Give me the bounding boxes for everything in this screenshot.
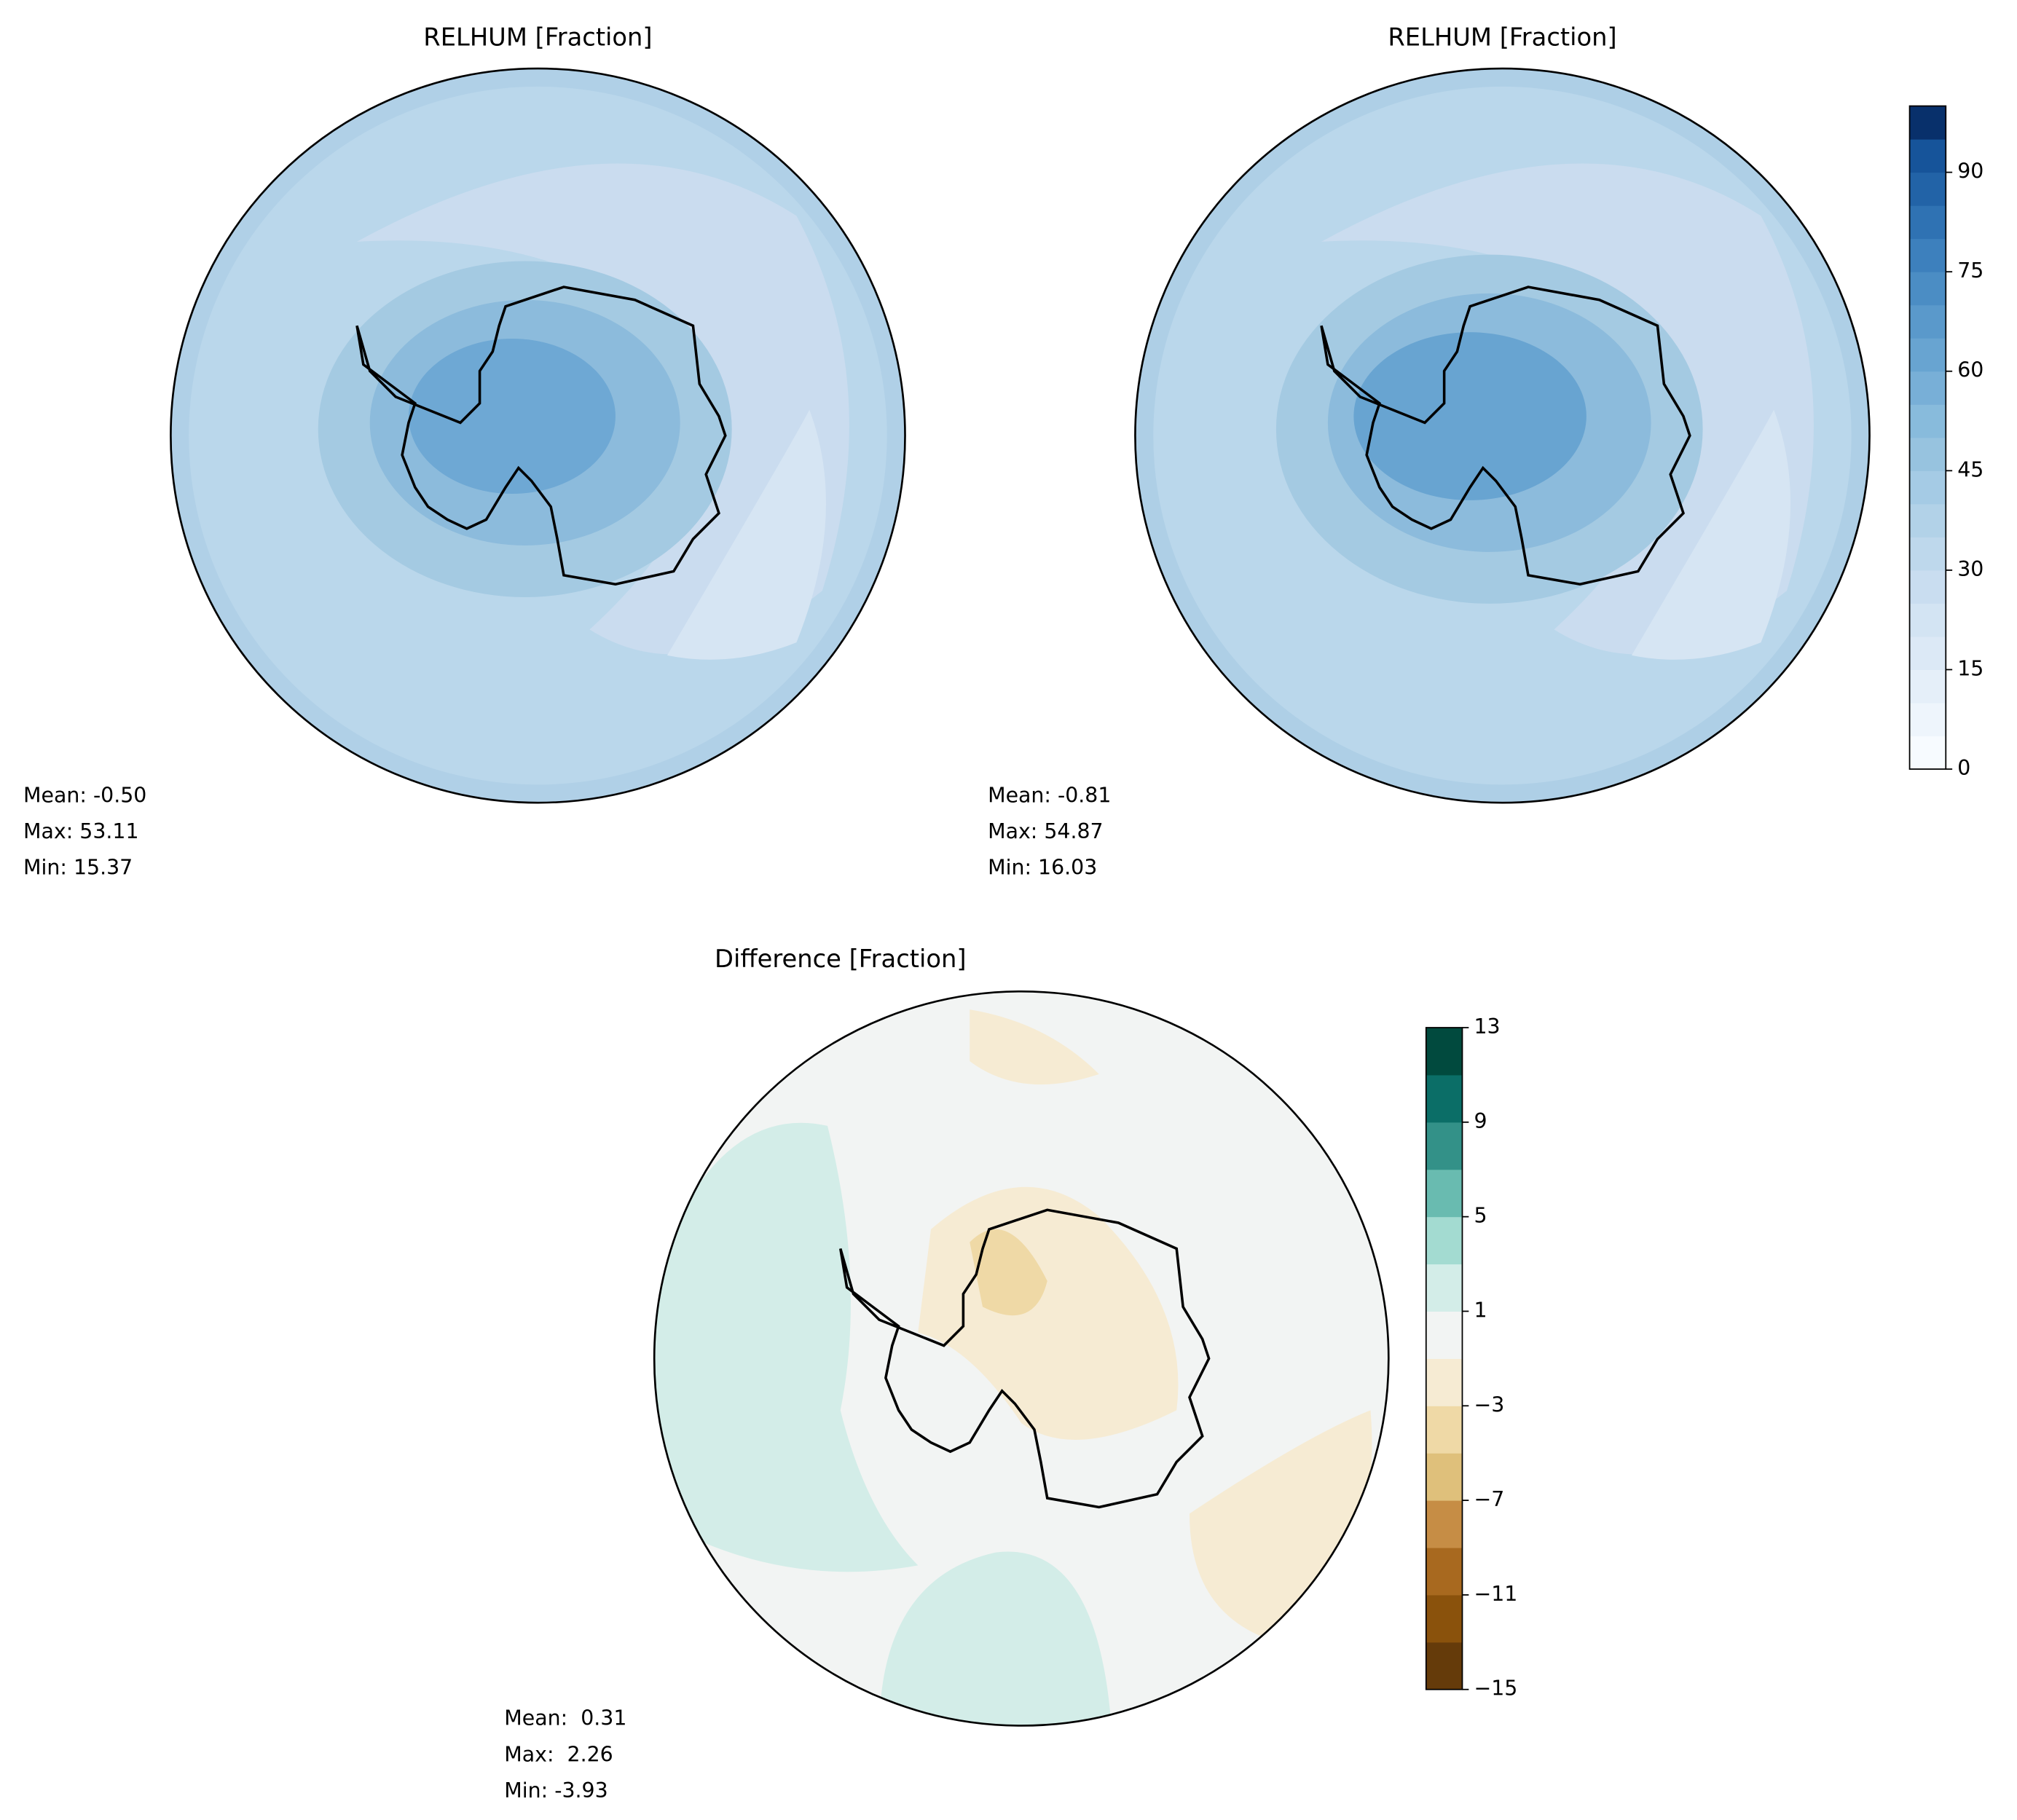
- colorbar-band: [1909, 470, 1946, 505]
- colorbar-band: [1909, 205, 1946, 240]
- colorbar-band: [1426, 1500, 1463, 1548]
- colorbar-tick-label: 5: [1474, 1204, 1487, 1228]
- colorbar-tick-label: 9: [1474, 1109, 1487, 1133]
- stat-label: Min: 16.03: [988, 856, 1097, 880]
- colorbar-band: [1909, 272, 1946, 306]
- colorbar-band: [1426, 1216, 1463, 1265]
- colorbar-tick-label: 15: [1957, 656, 1983, 680]
- colorbar-tick-label: −11: [1474, 1582, 1517, 1606]
- colorbar-band: [1426, 1264, 1463, 1312]
- colorbar-band: [1909, 238, 1946, 272]
- chart-title: RELHUM [Fraction]: [1388, 23, 1616, 52]
- chart-title: Difference [Fraction]: [715, 945, 966, 973]
- stat-label: Max: 54.87: [988, 819, 1103, 843]
- colorbar-band: [1426, 1122, 1463, 1170]
- colorbar-tick-label: 13: [1474, 1015, 1500, 1039]
- colorbar-band: [1426, 1028, 1463, 1076]
- stat-label: Min: 15.37: [23, 856, 133, 880]
- colorbar-band: [1426, 1358, 1463, 1406]
- stat-label: Max: 2.26: [504, 1742, 613, 1766]
- colorbar-band: [1426, 1169, 1463, 1218]
- stat-label: Min: -3.93: [504, 1778, 608, 1803]
- stat-label: Mean: 0.31: [504, 1706, 626, 1730]
- colorbar-band: [1909, 338, 1946, 372]
- colorbar-tick-label: −3: [1474, 1392, 1504, 1417]
- colorbar-band: [1909, 172, 1946, 206]
- colorbar-band: [1426, 1406, 1463, 1454]
- colorbar-band: [1909, 669, 1946, 704]
- colorbar-band: [1909, 106, 1946, 140]
- colorbar-band: [1426, 1594, 1463, 1643]
- colorbar-band: [1909, 503, 1946, 537]
- colorbar-band: [1426, 1074, 1463, 1123]
- colorbar-tick-label: 60: [1957, 358, 1983, 382]
- colorbar-tick-label: −15: [1474, 1677, 1517, 1701]
- colorbar-tick-label: 90: [1957, 159, 1983, 184]
- stat-label: Mean: -0.50: [23, 783, 146, 807]
- chart-title: RELHUM [Fraction]: [423, 23, 652, 52]
- colorbar-band: [1909, 404, 1946, 438]
- stat-label: Mean: -0.81: [988, 783, 1111, 807]
- colorbar-band: [1909, 371, 1946, 405]
- colorbar-band: [1909, 736, 1946, 770]
- colorbar-tick-label: 1: [1474, 1298, 1487, 1322]
- map-panel: [653, 990, 1390, 1727]
- colorbar-band: [1426, 1548, 1463, 1596]
- colorbar-band: [1909, 603, 1946, 637]
- colorbar-frame: [1425, 1027, 1463, 1690]
- colorbar-tick-label: 45: [1957, 457, 1983, 481]
- colorbar-frame: [1908, 105, 1947, 770]
- colorbar-band: [1909, 636, 1946, 670]
- colorbar-band: [1426, 1642, 1463, 1690]
- map-panel: [170, 67, 906, 804]
- stat-label: Max: 53.11: [23, 819, 138, 843]
- colorbar-band: [1909, 570, 1946, 604]
- colorbar-band: [1909, 702, 1946, 737]
- colorbar-tick-label: −7: [1474, 1487, 1504, 1511]
- colorbar-tick-label: 75: [1957, 259, 1983, 283]
- colorbar-band: [1909, 139, 1946, 173]
- map-panel: [1134, 67, 1871, 804]
- colorbar-band: [1909, 304, 1946, 339]
- colorbar-band: [1426, 1453, 1463, 1501]
- colorbar-band: [1426, 1311, 1463, 1359]
- colorbar-tick-label: 30: [1957, 557, 1983, 581]
- colorbar-tick-label: 0: [1957, 756, 1970, 780]
- colorbar-band: [1909, 537, 1946, 571]
- colorbar-band: [1909, 437, 1946, 471]
